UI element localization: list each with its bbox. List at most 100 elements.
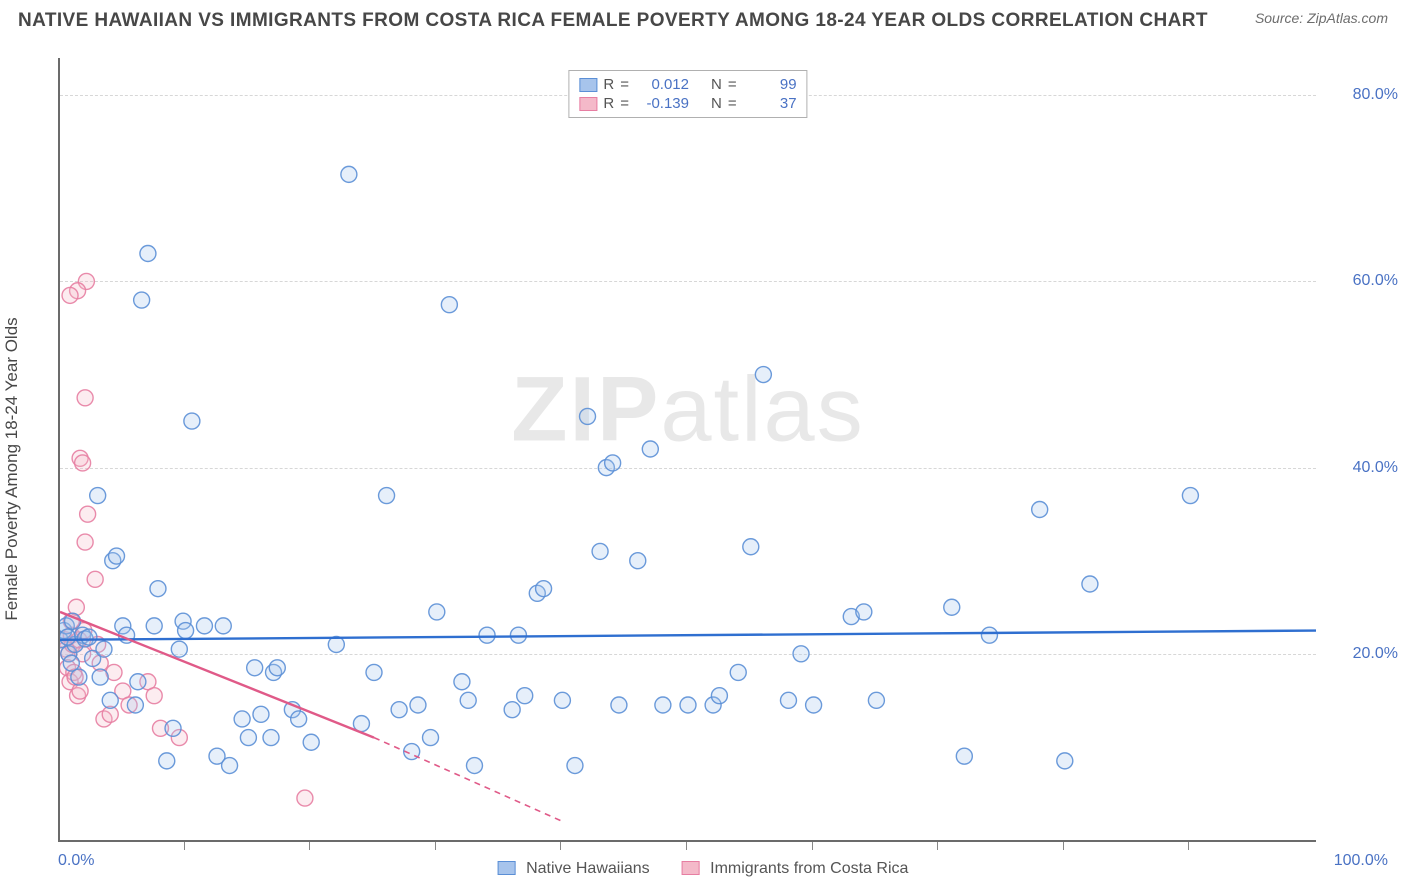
data-point: [780, 692, 796, 708]
data-point: [71, 669, 87, 685]
data-point: [567, 758, 583, 774]
data-point: [743, 539, 759, 555]
n-value-1: 99: [743, 76, 797, 93]
data-point: [956, 748, 972, 764]
legend-swatch-1: [579, 78, 597, 92]
data-point: [140, 246, 156, 262]
data-point: [642, 441, 658, 457]
data-point: [253, 706, 269, 722]
data-point: [87, 571, 103, 587]
data-point: [680, 697, 696, 713]
data-point: [263, 730, 279, 746]
data-point: [165, 720, 181, 736]
x-tick-mark: [1063, 842, 1064, 850]
regression-line: [60, 631, 1316, 640]
data-point: [504, 702, 520, 718]
data-point: [366, 664, 382, 680]
regression-line-extrapolated: [374, 738, 562, 822]
legend-swatch-2: [579, 97, 597, 111]
r-value-1: 0.012: [635, 76, 689, 93]
x-tick-mark: [184, 842, 185, 850]
data-point: [222, 758, 238, 774]
data-point: [184, 413, 200, 429]
x-axis-max-label: 100.0%: [1334, 852, 1388, 870]
data-point: [730, 664, 746, 680]
series-legend: Native Hawaiians Immigrants from Costa R…: [498, 860, 909, 878]
data-point: [178, 623, 194, 639]
data-point: [793, 646, 809, 662]
data-point: [297, 790, 313, 806]
data-point: [806, 697, 822, 713]
legend-label-1: Native Hawaiians: [526, 860, 650, 877]
data-point: [429, 604, 445, 620]
data-point: [102, 692, 118, 708]
data-point: [1057, 753, 1073, 769]
n-label-2: N: [711, 95, 722, 112]
data-point: [303, 734, 319, 750]
r-label-1: R: [603, 76, 614, 93]
y-tick-label: 40.0%: [1353, 459, 1398, 477]
data-point: [868, 692, 884, 708]
data-point: [240, 730, 256, 746]
data-point: [605, 455, 621, 471]
n-label-1: N: [711, 76, 722, 93]
data-point: [479, 627, 495, 643]
data-point: [81, 629, 97, 645]
data-point: [944, 599, 960, 615]
data-point: [755, 367, 771, 383]
data-point: [60, 629, 76, 645]
data-point: [580, 408, 596, 424]
correlation-legend: R = 0.012 N = 99 R = -0.139 N = 37: [568, 70, 807, 118]
data-point: [630, 553, 646, 569]
r-label-2: R: [603, 95, 614, 112]
data-point: [234, 711, 250, 727]
data-point: [75, 455, 91, 471]
data-point: [215, 618, 231, 634]
x-tick-mark: [309, 842, 310, 850]
data-point: [1082, 576, 1098, 592]
data-point: [109, 548, 125, 564]
chart-container: Female Poverty Among 18-24 Year Olds R =…: [0, 46, 1406, 892]
data-point: [341, 166, 357, 182]
data-point: [510, 627, 526, 643]
x-tick-mark: [560, 842, 561, 850]
data-point: [1032, 502, 1048, 518]
y-tick-label: 20.0%: [1353, 645, 1398, 663]
y-axis-label: Female Poverty Among 18-24 Year Olds: [2, 317, 22, 620]
r-value-2: -0.139: [635, 95, 689, 112]
data-point: [592, 543, 608, 559]
data-point: [460, 692, 476, 708]
data-point: [269, 660, 285, 676]
data-point: [77, 390, 93, 406]
legend-item-2: Immigrants from Costa Rica: [682, 860, 909, 878]
data-point: [423, 730, 439, 746]
plot-svg: [60, 58, 1316, 840]
data-point: [96, 641, 112, 657]
n-value-2: 37: [743, 95, 797, 112]
legend-swatch-2b: [682, 861, 700, 875]
y-tick-label: 60.0%: [1353, 272, 1398, 290]
y-tick-label: 80.0%: [1353, 86, 1398, 104]
data-point: [159, 753, 175, 769]
data-point: [80, 506, 96, 522]
data-point: [146, 688, 162, 704]
data-point: [466, 758, 482, 774]
x-tick-mark: [435, 842, 436, 850]
data-point: [146, 618, 162, 634]
plot-area: R = 0.012 N = 99 R = -0.139 N = 37 ZIPat…: [58, 58, 1316, 842]
data-point: [62, 287, 78, 303]
data-point: [92, 669, 108, 685]
source-attribution: Source: ZipAtlas.com: [1255, 10, 1388, 26]
legend-label-2: Immigrants from Costa Rica: [710, 860, 908, 877]
data-point: [130, 674, 146, 690]
data-point: [655, 697, 671, 713]
x-tick-mark: [1188, 842, 1189, 850]
data-point: [77, 534, 93, 550]
data-point: [410, 697, 426, 713]
x-axis-min-label: 0.0%: [58, 852, 94, 870]
data-point: [391, 702, 407, 718]
data-point: [454, 674, 470, 690]
data-point: [1182, 488, 1198, 504]
data-point: [536, 581, 552, 597]
x-tick-mark: [812, 842, 813, 850]
